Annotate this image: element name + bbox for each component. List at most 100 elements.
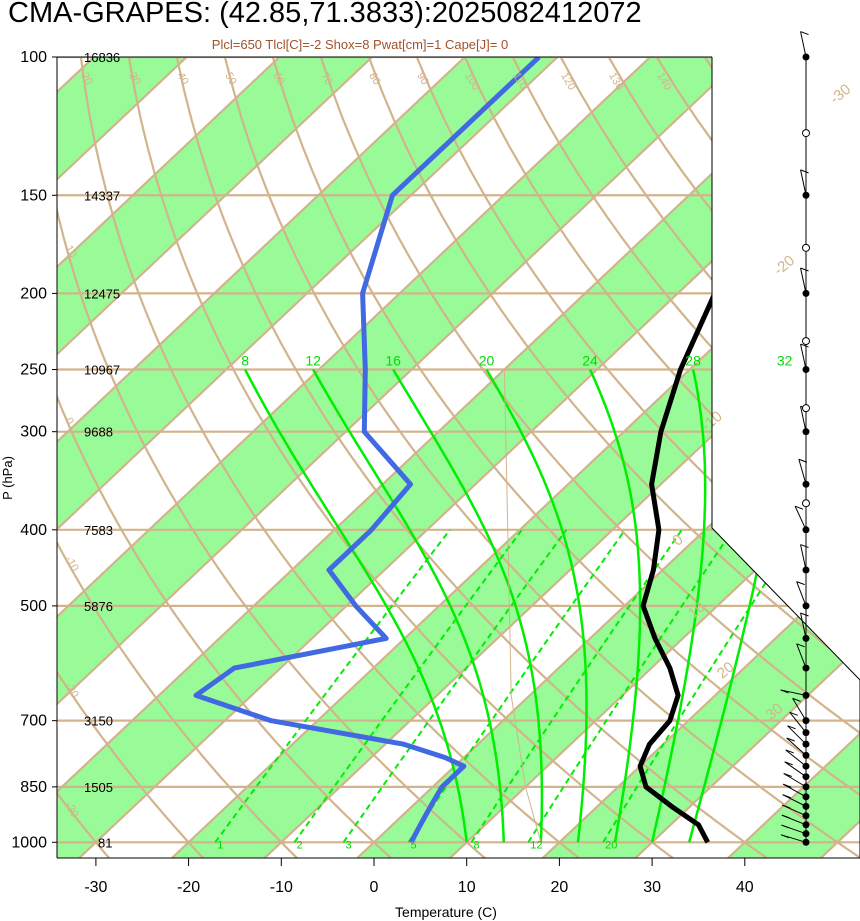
wind-barb-shaft	[787, 725, 807, 745]
wind-barb-flag	[782, 794, 791, 799]
theta-label: 0	[62, 416, 75, 427]
wind-profile	[780, 31, 810, 846]
plot-area	[0, 21, 860, 859]
dry-adiabat-line	[57, 57, 111, 858]
mixing-ratio-line	[293, 529, 523, 843]
dry-adiabat-line	[122, 57, 675, 858]
wind-level-open-marker	[802, 243, 810, 252]
dry-adiabat-line	[0, 21, 16, 859]
pressure-tick-label: 400	[20, 522, 47, 539]
dry-adiabat-line	[169, 57, 769, 858]
temperature-trace	[637, 57, 801, 844]
dry-adiabat-line	[76, 57, 581, 858]
isotherm-line	[448, 57, 860, 858]
wind-barb-shaft	[782, 783, 807, 798]
wind-barb-flag	[786, 737, 795, 742]
isotherm-line	[57, 57, 504, 858]
x-axis-label: Temperature (C)	[395, 904, 497, 920]
height-label: 10967	[84, 363, 120, 378]
isotherm-line	[170, 57, 860, 858]
height-label: 81	[98, 835, 112, 850]
wind-barb-shaft	[786, 737, 807, 756]
x-tick-label: 0	[370, 879, 379, 896]
wind-barb-shaft	[800, 169, 807, 196]
mixing-ratio-line	[470, 529, 683, 843]
moist-adiabat-label: 32	[777, 353, 793, 369]
pressure-tick-label: 700	[20, 713, 47, 730]
wind-barb-flag	[796, 643, 805, 648]
x-tick-label: -20	[177, 879, 200, 896]
moist-adiabat-label: 20	[479, 353, 495, 369]
moist-adiabat-label: 28	[685, 353, 701, 369]
dry-adiabat-line	[774, 57, 860, 858]
wind-barb-shaft	[800, 343, 807, 370]
height-label: 9688	[84, 425, 113, 440]
pressure-tick-label: 300	[20, 424, 47, 441]
isotherm-line	[633, 57, 860, 858]
wind-barb-flag	[787, 725, 796, 730]
isotherm-label: 0	[669, 531, 686, 549]
chart-subtitle: Plcl=650 Tlcl[C]=-2 Shox=8 Pwat[cm]=1 Ca…	[211, 37, 509, 52]
moist-adiabat-label: 24	[582, 353, 598, 369]
dry-adiabat-line	[262, 57, 860, 858]
wind-barb-flag	[785, 749, 794, 754]
isotherm-line	[262, 57, 860, 858]
moist-adiabat-line	[243, 368, 468, 843]
wind-barb-shaft	[796, 581, 807, 607]
parcel-path-line	[503, 369, 542, 843]
isotherm-lines	[57, 57, 860, 858]
pressure-tick-label: 100	[20, 49, 47, 66]
isotherm-line	[541, 57, 860, 858]
theta-label: 20	[78, 71, 95, 88]
wind-barb-flag	[781, 814, 791, 819]
wind-barb-flag	[796, 581, 805, 586]
wind-barb-shaft	[800, 31, 807, 58]
x-tick-label: 10	[458, 879, 476, 896]
isotherm-line	[57, 57, 319, 858]
mixing-ratio-label: 5	[410, 839, 416, 851]
wind-barb-flag	[800, 343, 809, 348]
isotherm-line	[819, 57, 860, 858]
theta-label: 40	[174, 71, 191, 88]
pressure-tick-label: 850	[20, 779, 47, 796]
wind-barb-flag	[784, 761, 793, 766]
mixing-ratio-line	[342, 529, 568, 843]
isotherm-band	[57, 57, 782, 858]
dry-adiabat-line	[402, 57, 860, 858]
wind-barb-shaft	[789, 712, 807, 733]
height-label: 14337	[84, 188, 120, 203]
wind-barb-shaft	[783, 773, 807, 788]
moist-adiabat-line	[485, 368, 588, 843]
moist-adiabat-line	[588, 368, 642, 843]
isotherm-band	[57, 57, 596, 858]
height-label: 1505	[84, 780, 113, 795]
height-label: 5876	[84, 599, 113, 614]
wind-barb-flag	[798, 458, 808, 463]
theta-label: 80	[366, 71, 383, 88]
mixing-ratio-label: 8	[473, 839, 479, 851]
isotherm-line	[57, 57, 411, 858]
wind-barb-flag	[800, 169, 809, 174]
x-tick-label: 20	[551, 879, 569, 896]
mixing-ratio-line	[527, 529, 734, 843]
wind-barb-flag	[792, 697, 801, 702]
moist-adiabat-label: 8	[241, 353, 249, 369]
moist-adiabat-label: 16	[385, 353, 401, 369]
wind-barb-flag	[783, 783, 792, 788]
isotherm-band	[57, 57, 411, 858]
wind-barb-flag	[780, 689, 789, 694]
wind-barb-shaft	[800, 612, 807, 639]
wind-barb-flag	[780, 834, 790, 839]
theta-label: 120	[558, 71, 578, 93]
plot-border	[711, 57, 860, 858]
height-label: 12475	[84, 286, 120, 301]
wind-barb-shaft	[792, 698, 807, 721]
wind-barb-shaft	[800, 267, 807, 294]
wind-barb-shaft	[800, 544, 807, 571]
dry-adiabat-line	[215, 57, 860, 858]
mixing-ratio-label: 20	[605, 839, 617, 851]
height-label: 3150	[84, 714, 113, 729]
pressure-tick-label: 1000	[11, 834, 47, 851]
